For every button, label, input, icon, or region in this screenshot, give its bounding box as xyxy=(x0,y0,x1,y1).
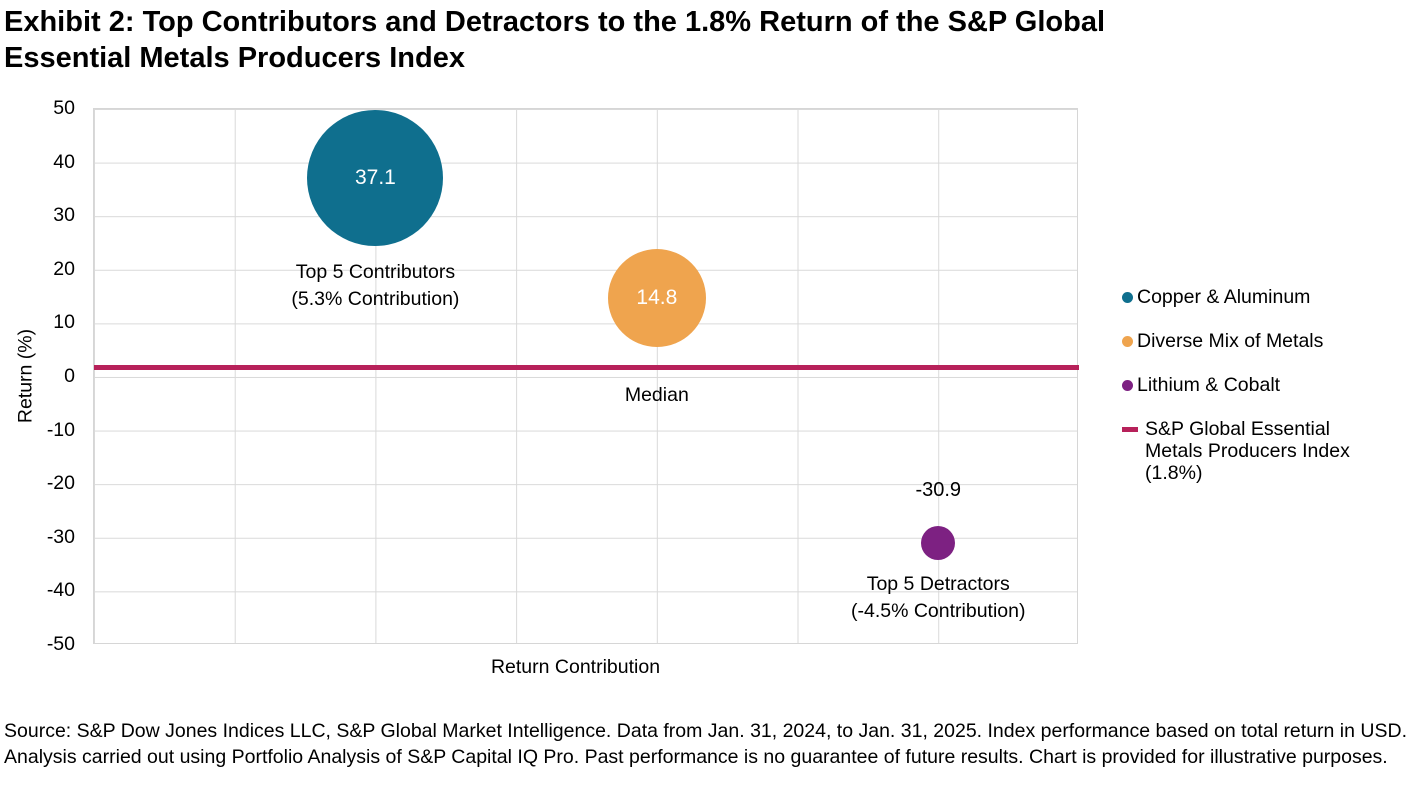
legend-label: Diverse Mix of Metals xyxy=(1137,330,1324,352)
page-title: Exhibit 2: Top Contributors and Detracto… xyxy=(4,6,1106,74)
legend-dot-diverse-mix-icon xyxy=(1122,336,1133,347)
legend-dot-lithium-cobalt-icon xyxy=(1122,380,1133,391)
y-tick-label: -20 xyxy=(46,472,75,495)
y-axis-ticks: 50 40 30 20 10 0 -10 -20 -30 -40 -50 xyxy=(0,97,75,655)
annotation-top-5-contributors: Top 5 Contributors (5.3% Contribution) xyxy=(291,261,460,311)
annotation-top-5-detractors: Top 5 Detractors (-4.5% Contribution) xyxy=(850,572,1026,622)
legend-item-copper-aluminum: Copper & Aluminum xyxy=(1122,286,1397,308)
legend: Copper & Aluminum Diverse Mix of Metals … xyxy=(1122,286,1397,506)
legend-label: S&P Global Essential Metals Producers In… xyxy=(1145,418,1350,484)
plot-area: 37.1 Top 5 Contributors (5.3% Contribution… xyxy=(93,108,1079,644)
legend-dash-index-line-icon xyxy=(1122,427,1138,432)
annotation-median: Median xyxy=(624,383,689,406)
bubble-diverse-mix-of-metals: 14.8 xyxy=(607,248,706,347)
y-tick-label: 50 xyxy=(53,97,75,119)
legend-dot-copper-aluminum-icon xyxy=(1122,292,1133,303)
source-note: Source: S&P Dow Jones Indices LLC, S&P G… xyxy=(4,720,1407,768)
bubble-lithium-cobalt xyxy=(921,525,956,560)
y-tick-label: 10 xyxy=(53,311,75,334)
legend-item-diverse-mix-of-metals: Diverse Mix of Metals xyxy=(1122,330,1397,352)
x-axis-title: Return Contribution xyxy=(490,656,661,678)
y-tick-label: 20 xyxy=(53,257,75,280)
bubble-copper-aluminum: 37.1 xyxy=(307,110,444,247)
y-tick-label: -30 xyxy=(46,525,75,548)
legend-item-index-line: S&P Global Essential Metals Producers In… xyxy=(1122,418,1397,484)
y-tick-label: -10 xyxy=(46,418,75,441)
legend-label: Lithium & Cobalt xyxy=(1137,374,1281,396)
index-reference-line xyxy=(94,364,1079,370)
y-tick-label: 40 xyxy=(53,150,75,173)
legend-item-lithium-cobalt: Lithium & Cobalt xyxy=(1122,374,1397,396)
value-label-lithium-cobalt: -30.9 xyxy=(915,478,962,501)
y-tick-label: 30 xyxy=(53,204,75,227)
legend-label: Copper & Aluminum xyxy=(1137,286,1311,308)
y-tick-label: -40 xyxy=(46,579,75,602)
y-tick-label: 0 xyxy=(64,365,75,387)
y-tick-label: -50 xyxy=(46,633,75,655)
